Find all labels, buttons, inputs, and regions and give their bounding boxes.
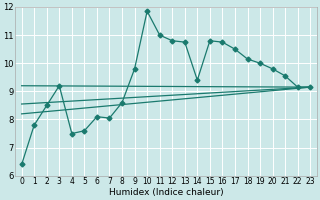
X-axis label: Humidex (Indice chaleur): Humidex (Indice chaleur) xyxy=(108,188,223,197)
